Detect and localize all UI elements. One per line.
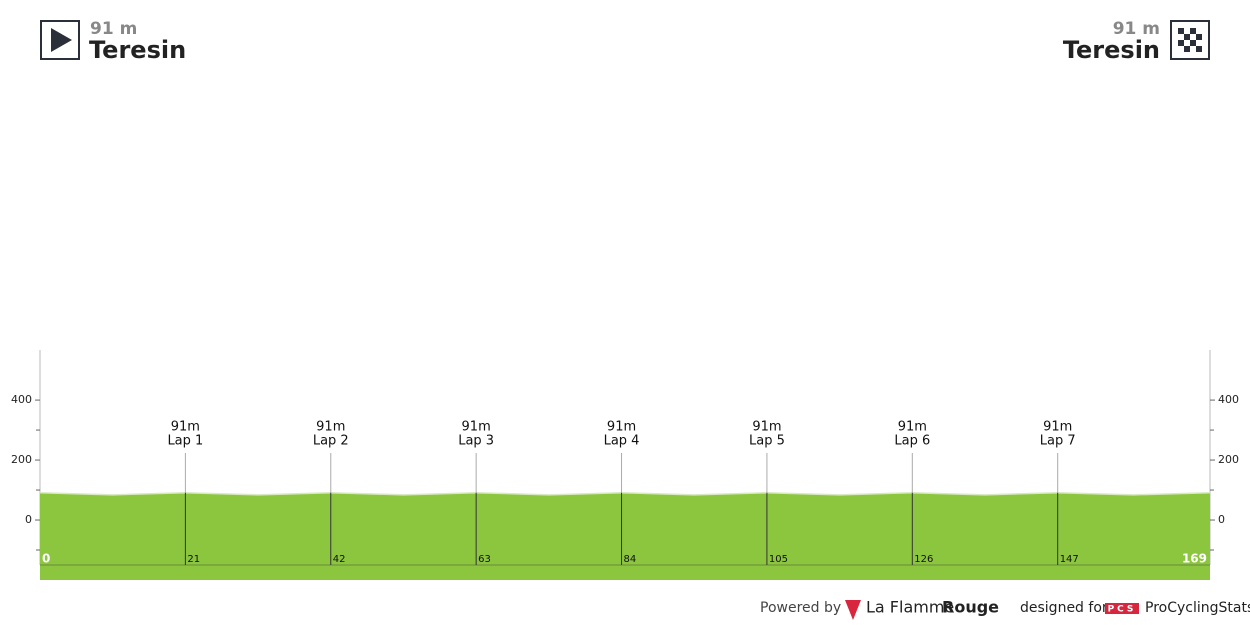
y-tick-label: 400 [11,393,32,406]
lap-label: Lap 3 [458,434,494,449]
x-tick-label: 21 [187,554,200,565]
x-tick-label: 63 [478,554,491,565]
lap-label: Lap 1 [167,434,203,449]
finish-flag [1178,28,1202,52]
lap-label: Lap 4 [604,434,640,449]
powered-by: Powered by [760,600,841,616]
start-arrow [51,28,72,52]
brand-logo [845,600,861,620]
y-tick-label: 200 [1218,453,1239,466]
y-tick-label: 400 [1218,393,1239,406]
lap-elevation: 91m [898,420,927,435]
y-tick-label: 200 [11,453,32,466]
x-tick-label: 42 [333,554,346,565]
pcs-text: PCS [1108,605,1137,615]
finish-name: Teresin [1063,36,1160,64]
brand-name-bold: Rouge [942,598,999,617]
elevation-area [40,492,1210,565]
lap-label: Lap 6 [894,434,930,449]
y-tick-label: 0 [1218,513,1225,526]
lap-elevation: 91m [462,420,491,435]
site-name: ProCyclingStats [1145,600,1250,616]
lap-elevation: 91m [1043,420,1072,435]
start-elevation: 91 m [90,19,137,39]
finish-elevation: 91 m [1113,19,1160,39]
lap-elevation: 91m [171,420,200,435]
x-tick-label: 84 [624,554,637,565]
lap-label: Lap 2 [313,434,349,449]
base-band [40,565,1210,580]
start-name: Teresin [89,36,186,64]
lap-elevation: 91m [316,420,345,435]
x-tick-label: 0 [42,552,50,566]
x-tick-label: 126 [914,554,933,565]
y-tick-label: 0 [25,513,32,526]
designed-for: designed for [1020,600,1108,616]
start-icon [40,20,80,60]
lap-elevation: 91m [752,420,781,435]
x-tick-label: 147 [1060,554,1079,565]
pcs-logo [1105,603,1139,614]
x-tick-label: 169 [1182,552,1207,566]
brand-name: La Flamme [866,598,954,617]
x-tick-label: 105 [769,554,788,565]
lap-elevation: 91m [607,420,636,435]
lap-label: Lap 5 [749,434,785,449]
lap-label: Lap 7 [1040,434,1076,449]
